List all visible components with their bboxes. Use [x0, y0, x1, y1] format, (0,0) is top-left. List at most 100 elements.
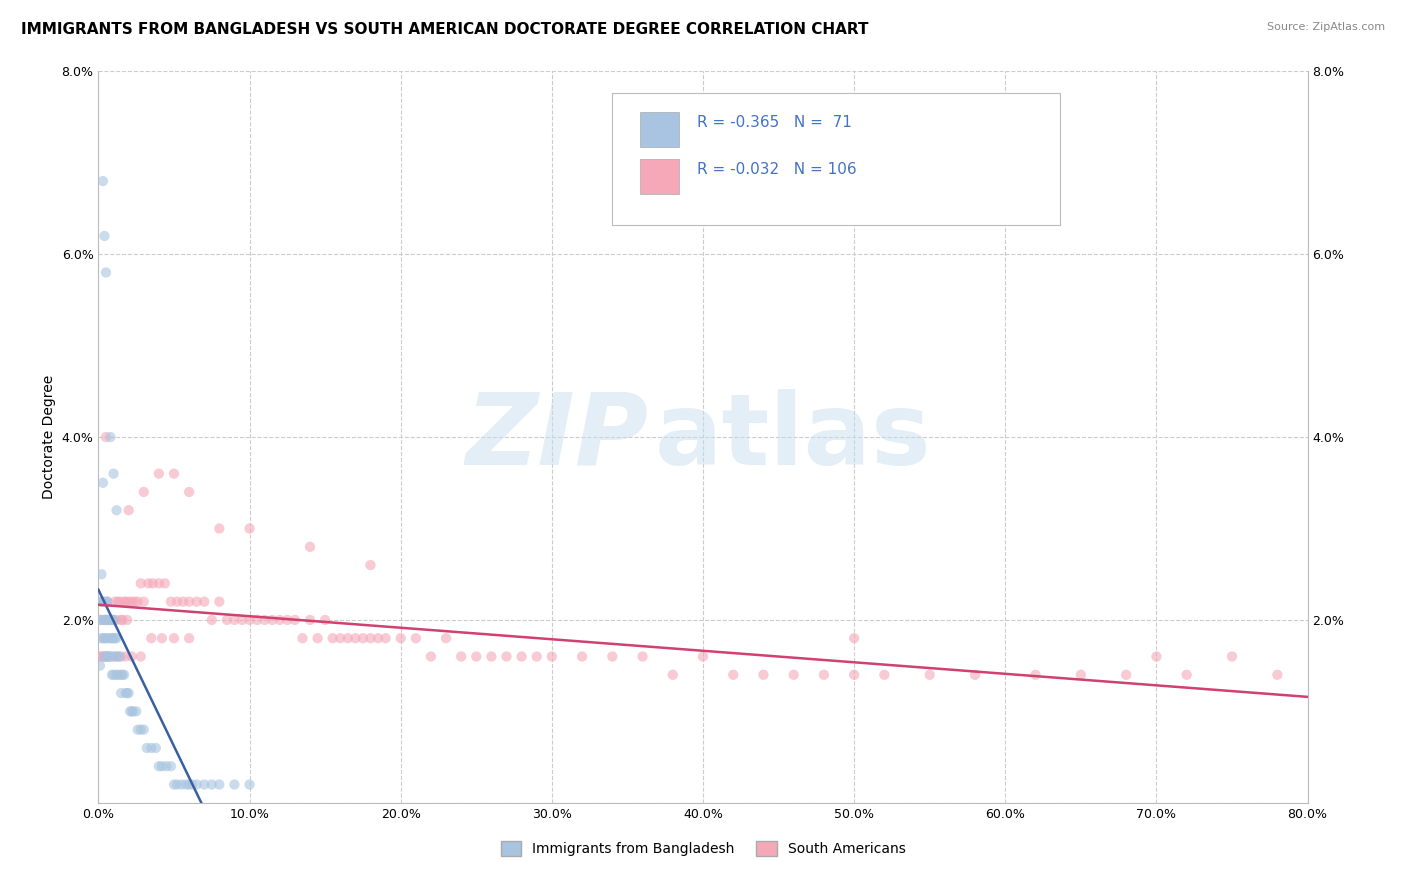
Point — [510, 649, 533, 664]
Point — [1024, 667, 1046, 681]
Text: atlas: atlas — [655, 389, 931, 485]
Point — [389, 632, 412, 646]
Point — [96, 649, 118, 664]
Point — [181, 778, 204, 792]
Point — [91, 595, 114, 609]
Point — [90, 595, 112, 609]
Point — [481, 649, 503, 664]
Point — [94, 649, 117, 664]
Point — [224, 778, 246, 792]
Point — [103, 667, 125, 681]
Point — [93, 649, 115, 664]
Point — [752, 667, 775, 681]
Point — [94, 430, 117, 444]
Point — [108, 649, 131, 664]
Bar — [640, 112, 679, 146]
Point — [94, 632, 117, 646]
Text: R = -0.032   N = 106: R = -0.032 N = 106 — [697, 162, 856, 178]
Point — [526, 649, 548, 664]
Point — [360, 558, 382, 573]
Point — [329, 632, 352, 646]
Point — [215, 613, 238, 627]
Point — [170, 778, 193, 792]
Point — [360, 632, 382, 646]
Y-axis label: Doctorate Degree: Doctorate Degree — [42, 375, 56, 500]
Point — [93, 632, 115, 646]
Point — [631, 649, 654, 664]
Point — [465, 649, 488, 664]
Point — [160, 595, 183, 609]
Point — [132, 485, 155, 500]
Point — [132, 723, 155, 737]
Point — [873, 667, 896, 681]
Point — [96, 649, 118, 664]
Point — [114, 649, 136, 664]
Point — [246, 613, 269, 627]
Point — [93, 649, 115, 664]
Point — [105, 503, 128, 517]
Point — [96, 595, 118, 609]
Point — [844, 632, 866, 646]
Point — [813, 667, 835, 681]
Point — [118, 595, 141, 609]
Point — [127, 595, 149, 609]
Point — [141, 740, 163, 755]
Point — [186, 595, 208, 609]
Point — [93, 613, 115, 627]
Point — [299, 613, 322, 627]
Point — [98, 649, 121, 664]
Point — [172, 595, 194, 609]
Point — [344, 632, 367, 646]
Point — [186, 778, 208, 792]
Point — [965, 667, 987, 681]
Point — [93, 229, 115, 244]
Point — [661, 667, 683, 681]
Point — [107, 595, 129, 609]
Point — [1220, 649, 1243, 664]
Point — [103, 467, 125, 481]
Point — [420, 649, 443, 664]
Point — [129, 723, 152, 737]
Point — [450, 649, 472, 664]
Point — [103, 613, 125, 627]
Point — [1175, 667, 1198, 681]
Point — [105, 667, 128, 681]
Point — [114, 595, 136, 609]
Point — [602, 649, 624, 664]
Point — [91, 595, 114, 609]
Point — [540, 649, 562, 664]
Point — [94, 613, 117, 627]
Point — [101, 632, 124, 646]
Point — [239, 521, 262, 535]
Point — [90, 632, 112, 646]
Point — [108, 595, 131, 609]
Point — [132, 595, 155, 609]
Point — [193, 595, 215, 609]
Point — [91, 632, 114, 646]
Point — [148, 759, 170, 773]
Point — [193, 778, 215, 792]
Point — [127, 723, 149, 737]
Point — [374, 632, 396, 646]
Point — [163, 632, 186, 646]
Point — [115, 613, 138, 627]
Point — [89, 658, 111, 673]
Point — [179, 595, 201, 609]
Point — [844, 667, 866, 681]
Point — [90, 649, 112, 664]
Text: ZIP: ZIP — [465, 389, 648, 485]
Point — [121, 595, 143, 609]
Point — [100, 430, 122, 444]
Point — [111, 667, 134, 681]
Point — [322, 632, 344, 646]
Point — [103, 632, 125, 646]
Point — [100, 649, 122, 664]
Point — [91, 475, 114, 490]
Point — [104, 649, 127, 664]
Point — [208, 595, 231, 609]
Point — [121, 705, 143, 719]
Point — [253, 613, 276, 627]
Point — [104, 595, 127, 609]
Text: IMMIGRANTS FROM BANGLADESH VS SOUTH AMERICAN DOCTORATE DEGREE CORRELATION CHART: IMMIGRANTS FROM BANGLADESH VS SOUTH AMER… — [21, 22, 869, 37]
Point — [98, 613, 121, 627]
